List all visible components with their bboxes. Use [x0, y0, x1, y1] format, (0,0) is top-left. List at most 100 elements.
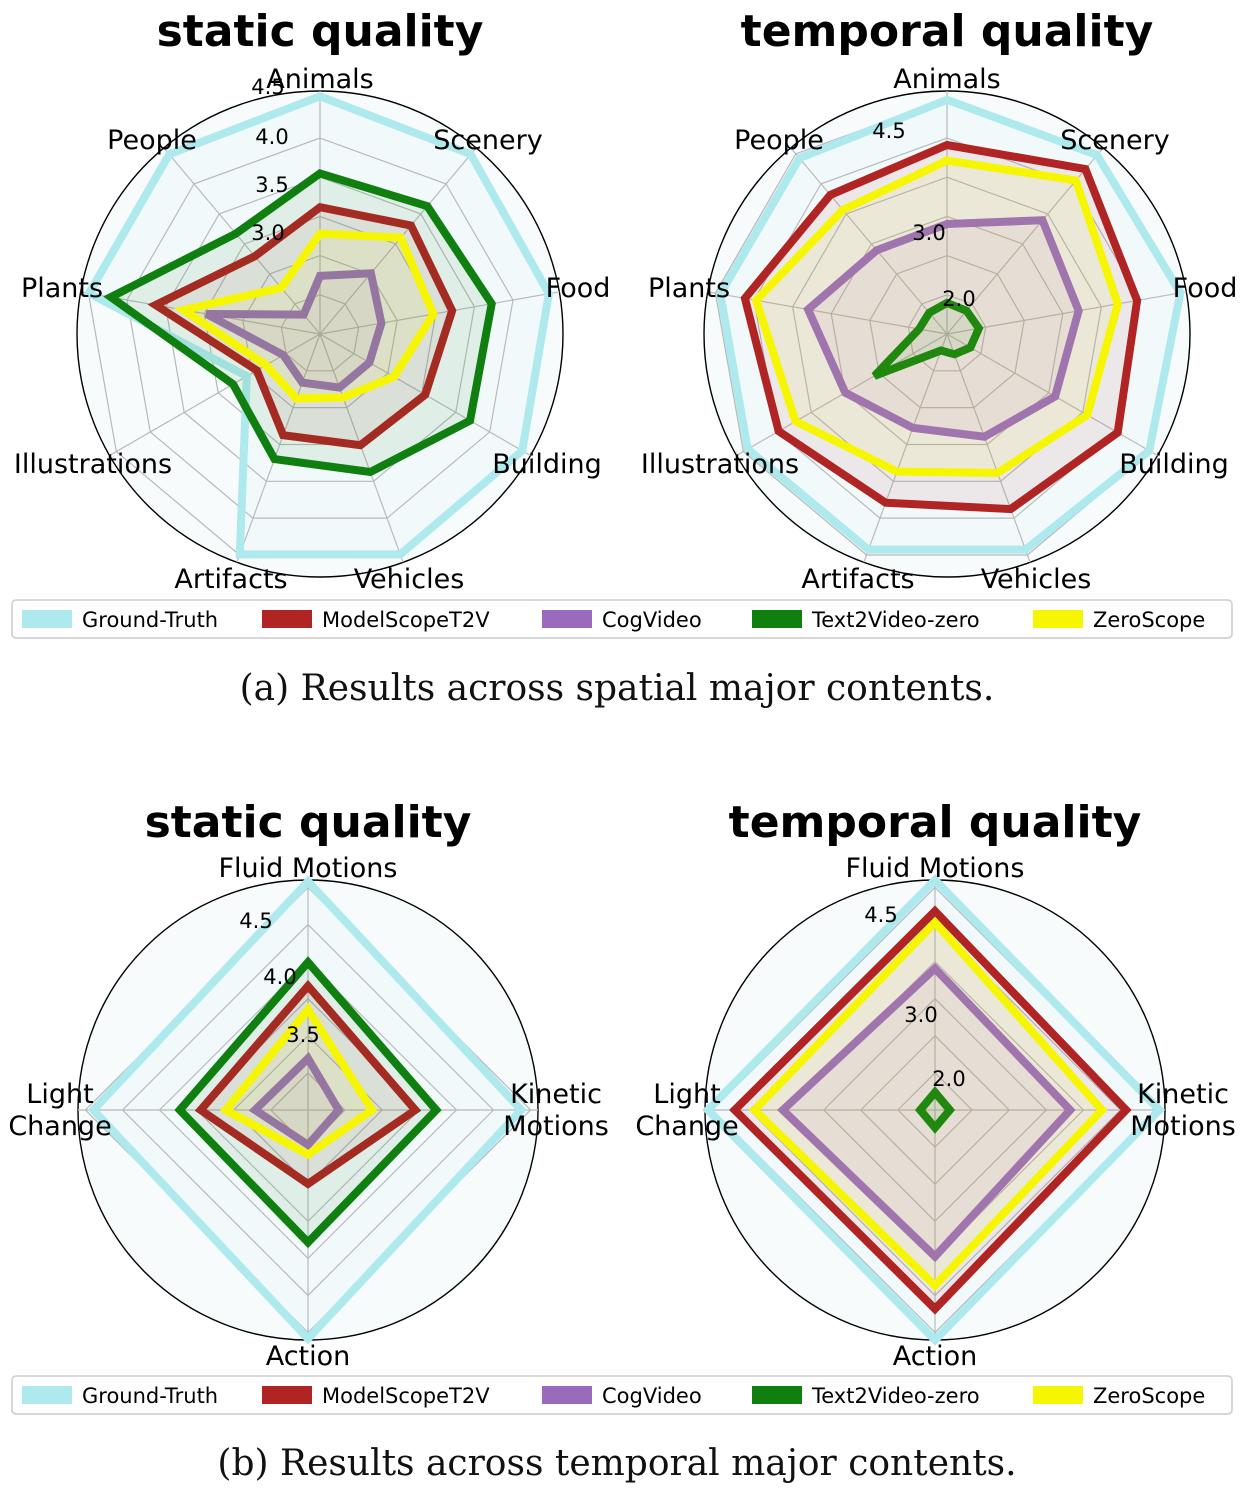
legend-swatch	[752, 610, 802, 628]
radar-grid-ring	[126, 137, 514, 519]
caption-a: (a) Results across spatial major content…	[240, 668, 995, 709]
category-label: Building	[492, 449, 602, 480]
radar-spoke	[736, 333, 948, 457]
category-label: Illustrations	[641, 449, 799, 480]
legend-swatch	[262, 1386, 312, 1404]
radial-tick-label: 3.5	[255, 173, 288, 197]
category-label: Animals	[893, 64, 1001, 95]
radar-spoke	[319, 291, 560, 335]
radar-chart-temporal-static: static quality 3.5 4.0 4.5 Fluid Motions Kin…	[8, 797, 608, 1372]
legend-swatch	[542, 610, 592, 628]
category-label: Building	[1119, 449, 1229, 480]
category-label: People	[734, 125, 824, 156]
legend-swatch	[22, 610, 72, 628]
legend-swatch	[1033, 610, 1083, 628]
category-label: Scenery	[433, 125, 542, 156]
legend-swatch	[22, 1386, 72, 1404]
legend-label: Ground-Truth	[82, 608, 218, 632]
category-label: Kinetic Motions	[503, 1079, 609, 1142]
radar-series-ground-truth	[702, 874, 1165, 1346]
radar-spoke	[163, 147, 321, 335]
radar-grid-ring	[869, 254, 1025, 409]
category-label: Light Change	[635, 1079, 738, 1142]
radial-tick-label: 2.0	[932, 1067, 965, 1091]
category-label: Kinetic Motions	[1130, 1079, 1236, 1142]
legend-frame	[11, 599, 1233, 639]
radial-tick-label: 3.5	[286, 1023, 319, 1047]
legend-label: Ground-Truth	[82, 1384, 218, 1408]
radar-spoke	[946, 333, 1031, 563]
chart-title: static quality	[157, 6, 484, 57]
radar-grid-ring	[830, 215, 1064, 446]
chart-title: temporal quality	[741, 6, 1154, 57]
category-label: Plants	[21, 273, 103, 304]
legend-label: ZeroScope	[1093, 1384, 1205, 1408]
legend-temporal: Ground-Truth ModelScopeT2V CogVideo Text2Vi…	[11, 1375, 1233, 1415]
radar-series-text2video-zero	[871, 298, 984, 380]
radar-series-zeroscope	[219, 1002, 378, 1160]
legend-spatial: Ground-Truth ModelScopeT2V CogVideo Text2Vi…	[11, 599, 1233, 639]
radial-tick-label: 2.0	[942, 287, 975, 311]
radar-series-ground-truth	[87, 875, 527, 1345]
category-label: Food	[1173, 273, 1238, 304]
radar-spoke	[80, 291, 321, 335]
radar-series-cogvideo	[803, 216, 1083, 441]
radar-grid	[703, 90, 1191, 578]
category-label: Light Change	[8, 1079, 111, 1142]
legend-swatch	[542, 1386, 592, 1404]
legend-label: Text2Video-zero	[811, 1384, 980, 1408]
radar-series-zeroscope	[173, 229, 438, 403]
radial-tick-label: 4.5	[239, 909, 272, 933]
radar-series-modelscopet2v	[729, 905, 1132, 1315]
radar-spoke	[863, 333, 948, 563]
category-label: Plants	[648, 273, 730, 304]
radar-series-text2video-zero	[174, 956, 442, 1249]
category-label: Food	[546, 273, 611, 304]
radar-series-text2video-zero	[914, 1086, 956, 1134]
legend-swatch	[1033, 1386, 1083, 1404]
category-label: Action	[893, 1341, 978, 1372]
radar-spoke	[790, 147, 948, 335]
radar-series-group	[716, 95, 1185, 554]
radar-series-cogvideo	[204, 269, 386, 392]
radar-series-cogvideo	[248, 1052, 344, 1151]
radar-series-modelscopet2v	[740, 140, 1142, 514]
category-label: Artifacts	[174, 564, 287, 595]
category-label: People	[107, 125, 197, 156]
chart-title: temporal quality	[729, 797, 1142, 848]
category-label: Artifacts	[801, 564, 914, 595]
legend-label: ModelScopeT2V	[322, 608, 490, 632]
radar-series-modelscopet2v	[194, 979, 422, 1189]
category-label: Scenery	[1060, 125, 1169, 156]
legend-swatch	[752, 1386, 802, 1404]
caption-b: (b) Results across temporal major conten…	[217, 1443, 1016, 1484]
radar-grid-ring	[791, 176, 1103, 482]
category-label: Vehicles	[981, 564, 1092, 595]
radial-tick-label: 4.5	[864, 903, 897, 927]
radar-series-zeroscope	[751, 156, 1123, 477]
category-label: Fluid Motions	[846, 853, 1025, 884]
radial-tick-label: 3.0	[912, 221, 945, 245]
radar-series-group	[702, 874, 1165, 1346]
legend-label: CogVideo	[602, 1384, 702, 1408]
radial-tick-label: 4.0	[255, 125, 288, 149]
category-label: Animals	[266, 64, 374, 95]
radar-spoke	[946, 291, 1187, 335]
radial-tick-label: 3.0	[904, 1003, 937, 1027]
category-label: Vehicles	[354, 564, 465, 595]
radar-chart-temporal-temporal: temporal quality 2.0 3.0 4.5 Fluid Motions K…	[635, 797, 1235, 1372]
radar-grid-ring	[164, 176, 476, 482]
category-label: Fluid Motions	[219, 853, 398, 884]
legend-label: ModelScopeT2V	[322, 1384, 490, 1408]
radar-series-zeroscope	[748, 916, 1108, 1292]
legend-label: ZeroScope	[1093, 608, 1205, 632]
legend-frame	[11, 1375, 1233, 1415]
radial-tick-label: 4.5	[872, 119, 905, 143]
legend-swatch	[262, 610, 312, 628]
radial-tick-label: 3.0	[251, 221, 284, 245]
radar-series-text2video-zero	[103, 169, 496, 477]
category-label: Action	[266, 1341, 351, 1372]
radial-tick-label: 4.0	[263, 965, 296, 989]
